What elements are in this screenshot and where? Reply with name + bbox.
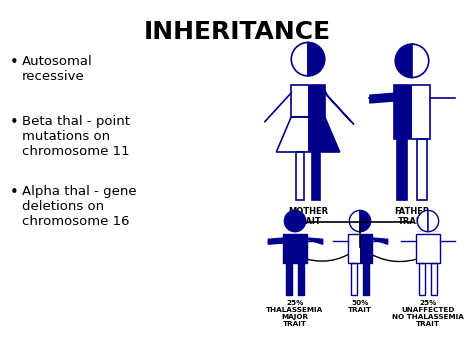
Polygon shape	[308, 117, 340, 152]
Bar	[428, 234, 440, 263]
Bar	[412, 85, 430, 139]
Wedge shape	[308, 43, 325, 76]
Polygon shape	[262, 90, 294, 125]
Polygon shape	[276, 117, 308, 152]
Text: •: •	[10, 115, 19, 130]
Text: Beta thal - point
mutations on
chromosome 11: Beta thal - point mutations on chromosom…	[22, 115, 130, 158]
Polygon shape	[322, 90, 354, 125]
Wedge shape	[428, 211, 438, 232]
Bar	[308, 85, 325, 117]
Bar	[286, 263, 292, 295]
Bar	[363, 263, 369, 295]
Bar	[348, 234, 360, 263]
Bar	[417, 139, 427, 200]
Bar	[348, 234, 372, 263]
Bar	[296, 152, 304, 200]
Bar	[416, 234, 428, 263]
Text: Alpha thal - gene
deletions on
chromosome 16: Alpha thal - gene deletions on chromosom…	[22, 185, 137, 228]
Bar	[312, 152, 320, 200]
Text: •: •	[10, 185, 19, 200]
Bar	[292, 85, 308, 117]
Bar	[360, 234, 372, 263]
Text: 25%
THALASSEMIA
MAJOR
TRAIT: 25% THALASSEMIA MAJOR TRAIT	[266, 300, 324, 327]
Wedge shape	[284, 211, 295, 232]
Wedge shape	[360, 211, 371, 232]
Bar	[351, 263, 357, 295]
Wedge shape	[292, 43, 308, 76]
Wedge shape	[295, 211, 306, 232]
Bar	[431, 263, 437, 295]
Text: 25%
UNAFFECTED
NO THALASSEMIA
TRAIT: 25% UNAFFECTED NO THALASSEMIA TRAIT	[392, 300, 464, 327]
Text: INHERITANCE: INHERITANCE	[144, 20, 330, 44]
Bar	[393, 85, 412, 139]
Wedge shape	[418, 211, 428, 232]
Bar	[298, 263, 304, 295]
Bar	[295, 234, 307, 263]
Text: 50%
TRAIT: 50% TRAIT	[348, 300, 372, 313]
Bar	[292, 85, 325, 117]
Text: FATHER
TRAIT: FATHER TRAIT	[394, 207, 430, 226]
Bar	[416, 234, 440, 263]
Wedge shape	[349, 211, 360, 232]
Text: Autosomal
recessive: Autosomal recessive	[22, 55, 93, 83]
Text: •: •	[10, 55, 19, 70]
Wedge shape	[412, 44, 428, 77]
Bar	[283, 234, 295, 263]
Bar	[283, 234, 307, 263]
Bar	[393, 85, 430, 139]
Wedge shape	[395, 44, 412, 77]
Bar	[419, 263, 425, 295]
Text: MOTHER
TRAIT: MOTHER TRAIT	[288, 207, 328, 226]
Bar	[398, 139, 407, 200]
